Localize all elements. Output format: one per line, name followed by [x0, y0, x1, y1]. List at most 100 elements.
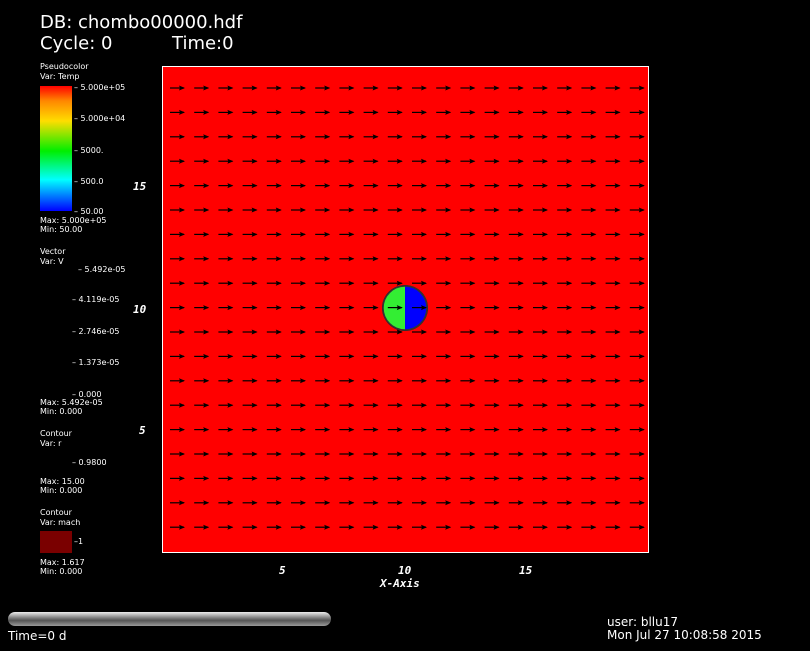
velocity-arrow: [387, 231, 403, 237]
velocity-arrow: [412, 353, 427, 359]
velocity-arrow: [412, 158, 427, 164]
velocity-arrow: [266, 85, 282, 91]
velocity-arrow: [581, 231, 597, 237]
x-tick-label: 10: [398, 564, 412, 577]
velocity-arrow: [291, 231, 306, 237]
velocity-arrow: [363, 427, 379, 433]
velocity-arrow: [266, 134, 282, 140]
velocity-arrow: [436, 475, 452, 481]
velocity-arrow: [508, 451, 524, 457]
velocity-arrow: [266, 475, 282, 481]
velocity-arrow: [412, 427, 427, 433]
velocity-arrow: [629, 329, 645, 335]
time-slider[interactable]: [8, 612, 331, 626]
legend-var: Var: Temp: [40, 72, 80, 81]
velocity-arrow: [412, 524, 427, 530]
velocity-arrow: [242, 329, 258, 335]
velocity-arrow: [363, 280, 379, 286]
velocity-arrow: [266, 158, 282, 164]
velocity-arrow: [194, 280, 210, 286]
velocity-arrow: [629, 427, 645, 433]
velocity-arrow: [315, 378, 331, 384]
velocity-arrow: [508, 158, 524, 164]
velocity-arrow: [605, 109, 621, 115]
velocity-arrow: [629, 256, 645, 262]
velocity-arrow: [460, 329, 476, 335]
vector-tick: – 5.492e-05: [78, 265, 126, 274]
velocity-arrow: [533, 451, 548, 457]
velocity-arrow: [242, 280, 258, 286]
velocity-arrow: [508, 475, 524, 481]
plot-area[interactable]: [162, 66, 649, 553]
colorbar: [40, 86, 72, 211]
velocity-arrow: [170, 378, 185, 384]
velocity-arrow: [339, 109, 355, 115]
velocity-arrow: [266, 109, 282, 115]
velocity-arrow: [605, 305, 621, 311]
velocity-arrow: [266, 231, 282, 237]
velocity-arrow: [484, 158, 500, 164]
velocity-arrow: [460, 183, 476, 189]
velocity-arrow: [581, 329, 597, 335]
velocity-arrow: [315, 256, 331, 262]
velocity-arrow: [436, 280, 452, 286]
velocity-arrow: [412, 451, 427, 457]
velocity-arrow: [484, 353, 500, 359]
velocity-arrow: [581, 475, 597, 481]
velocity-arrow: [194, 158, 210, 164]
velocity-arrow: [315, 85, 331, 91]
velocity-arrow: [484, 109, 500, 115]
velocity-arrow: [533, 378, 548, 384]
velocity-arrow: [194, 109, 210, 115]
velocity-arrow: [533, 158, 548, 164]
velocity-arrow: [557, 134, 573, 140]
velocity-arrow: [387, 256, 403, 262]
time-readout: Time=0 d: [8, 629, 67, 643]
velocity-arrow: [484, 305, 500, 311]
velocity-arrow: [170, 427, 185, 433]
velocity-arrow: [412, 329, 427, 335]
velocity-arrow: [629, 134, 645, 140]
velocity-arrow: [363, 158, 379, 164]
velocity-arrow: [339, 256, 355, 262]
velocity-arrow: [533, 305, 548, 311]
velocity-arrow: [218, 305, 234, 311]
velocity-arrow: [581, 183, 597, 189]
velocity-arrow: [581, 500, 597, 506]
velocity-arrow: [412, 85, 427, 91]
velocity-arrow: [629, 207, 645, 213]
y-tick-label: 15: [133, 180, 147, 193]
velocity-arrow: [242, 500, 258, 506]
velocity-arrow: [363, 207, 379, 213]
velocity-arrow: [266, 329, 282, 335]
velocity-arrow: [339, 329, 355, 335]
legend-max: Max: 15.00: [40, 477, 85, 486]
velocity-arrow: [218, 524, 234, 530]
velocity-arrow: [242, 256, 258, 262]
velocity-arrow: [557, 85, 573, 91]
velocity-arrow: [291, 280, 306, 286]
velocity-arrow: [436, 109, 452, 115]
velocity-arrow: [557, 183, 573, 189]
velocity-arrow: [436, 427, 452, 433]
velocity-arrow: [557, 378, 573, 384]
velocity-arrow: [266, 524, 282, 530]
velocity-arrow: [170, 158, 185, 164]
velocity-arrow: [339, 500, 355, 506]
time-label: Time:0: [172, 33, 234, 54]
velocity-arrow: [533, 109, 548, 115]
velocity-arrow: [266, 500, 282, 506]
velocity-arrow: [363, 134, 379, 140]
velocity-arrow: [484, 475, 500, 481]
velocity-arrow: [605, 451, 621, 457]
velocity-arrow: [291, 353, 306, 359]
velocity-arrow: [170, 475, 185, 481]
velocity-arrow: [315, 353, 331, 359]
date-label: Mon Jul 27 10:08:58 2015: [607, 628, 762, 642]
velocity-arrow: [605, 402, 621, 408]
velocity-arrow: [581, 524, 597, 530]
velocity-arrow: [170, 183, 185, 189]
velocity-arrow: [508, 109, 524, 115]
contour-swatch: [40, 531, 72, 553]
velocity-arrow: [387, 280, 403, 286]
